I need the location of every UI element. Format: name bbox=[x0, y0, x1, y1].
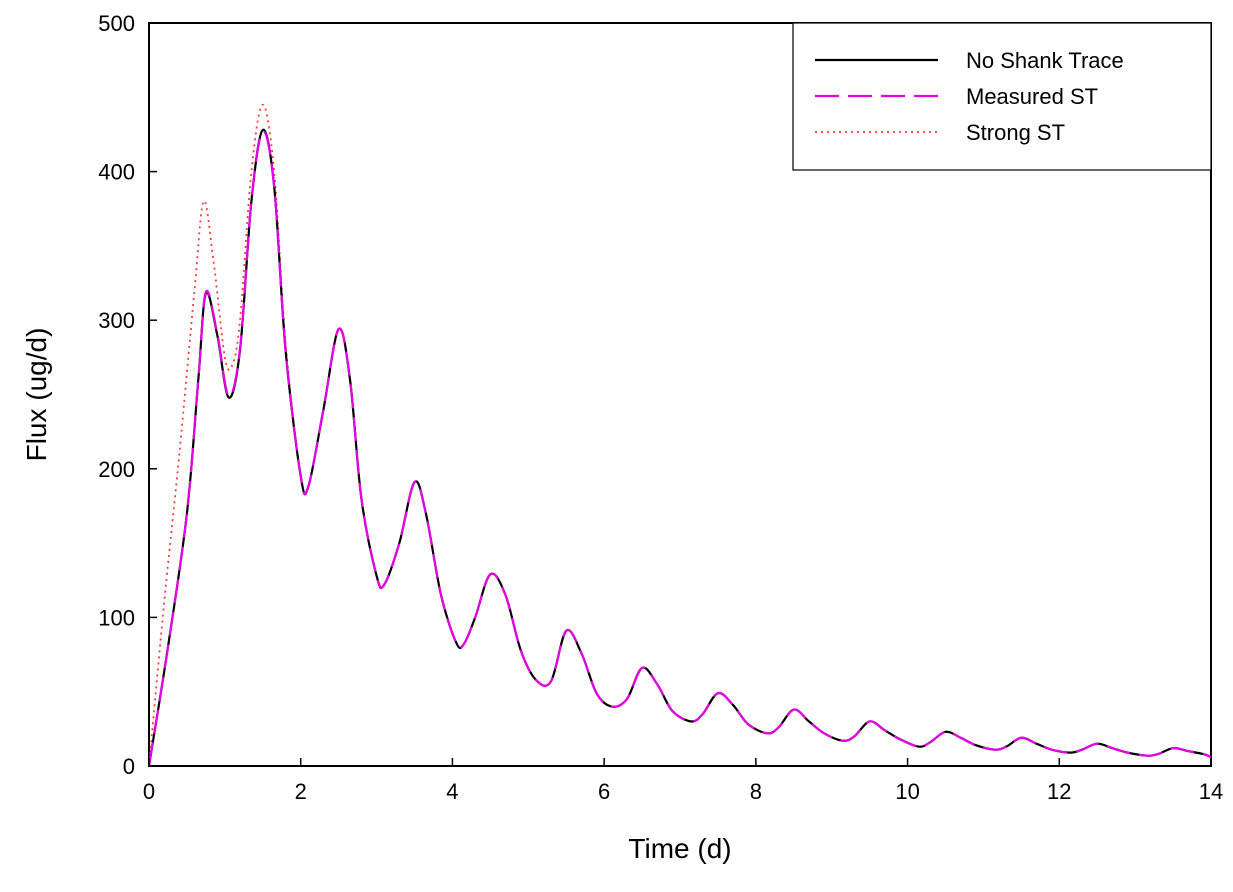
x-tick-label: 12 bbox=[1047, 779, 1071, 804]
x-tick-label: 6 bbox=[598, 779, 610, 804]
series-line-no-shank-trace bbox=[147, 128, 1212, 767]
x-tick-label: 14 bbox=[1199, 779, 1223, 804]
y-tick-label: 100 bbox=[98, 605, 135, 630]
y-axis-ticks: 0 100 200 300 400 500 bbox=[98, 11, 157, 779]
x-tick-label: 8 bbox=[750, 779, 762, 804]
series-line-measured-st bbox=[147, 130, 1212, 767]
y-tick-label: 300 bbox=[98, 308, 135, 333]
legend-label-no-shank-trace: No Shank Trace bbox=[966, 48, 1124, 73]
legend-label-measured-st: Measured ST bbox=[966, 84, 1098, 109]
y-tick-label: 500 bbox=[98, 11, 135, 36]
x-axis-title: Time (d) bbox=[628, 833, 731, 864]
legend-entries: No Shank Trace Measured ST Strong ST bbox=[815, 48, 1124, 145]
legend-label-strong-st: Strong ST bbox=[966, 120, 1065, 145]
legend: No Shank Trace Measured ST Strong ST bbox=[792, 22, 1212, 171]
x-tick-label: 10 bbox=[895, 779, 919, 804]
x-axis-ticks: 0 2 4 6 8 10 12 14 bbox=[143, 758, 1223, 804]
y-tick-label: 400 bbox=[98, 160, 135, 185]
x-tick-label: 2 bbox=[295, 779, 307, 804]
x-tick-label: 0 bbox=[143, 779, 155, 804]
y-tick-label: 0 bbox=[123, 754, 135, 779]
x-tick-label: 4 bbox=[446, 779, 458, 804]
plot-area: 0 2 4 6 8 10 12 14 0 100 200 300 400 500 bbox=[98, 11, 1223, 804]
series-group bbox=[147, 103, 1212, 767]
plot-frame bbox=[148, 22, 1212, 767]
series-line-strong-st bbox=[148, 103, 1212, 767]
y-tick-label: 200 bbox=[98, 457, 135, 482]
y-axis-title: Flux (ug/d) bbox=[21, 328, 52, 462]
